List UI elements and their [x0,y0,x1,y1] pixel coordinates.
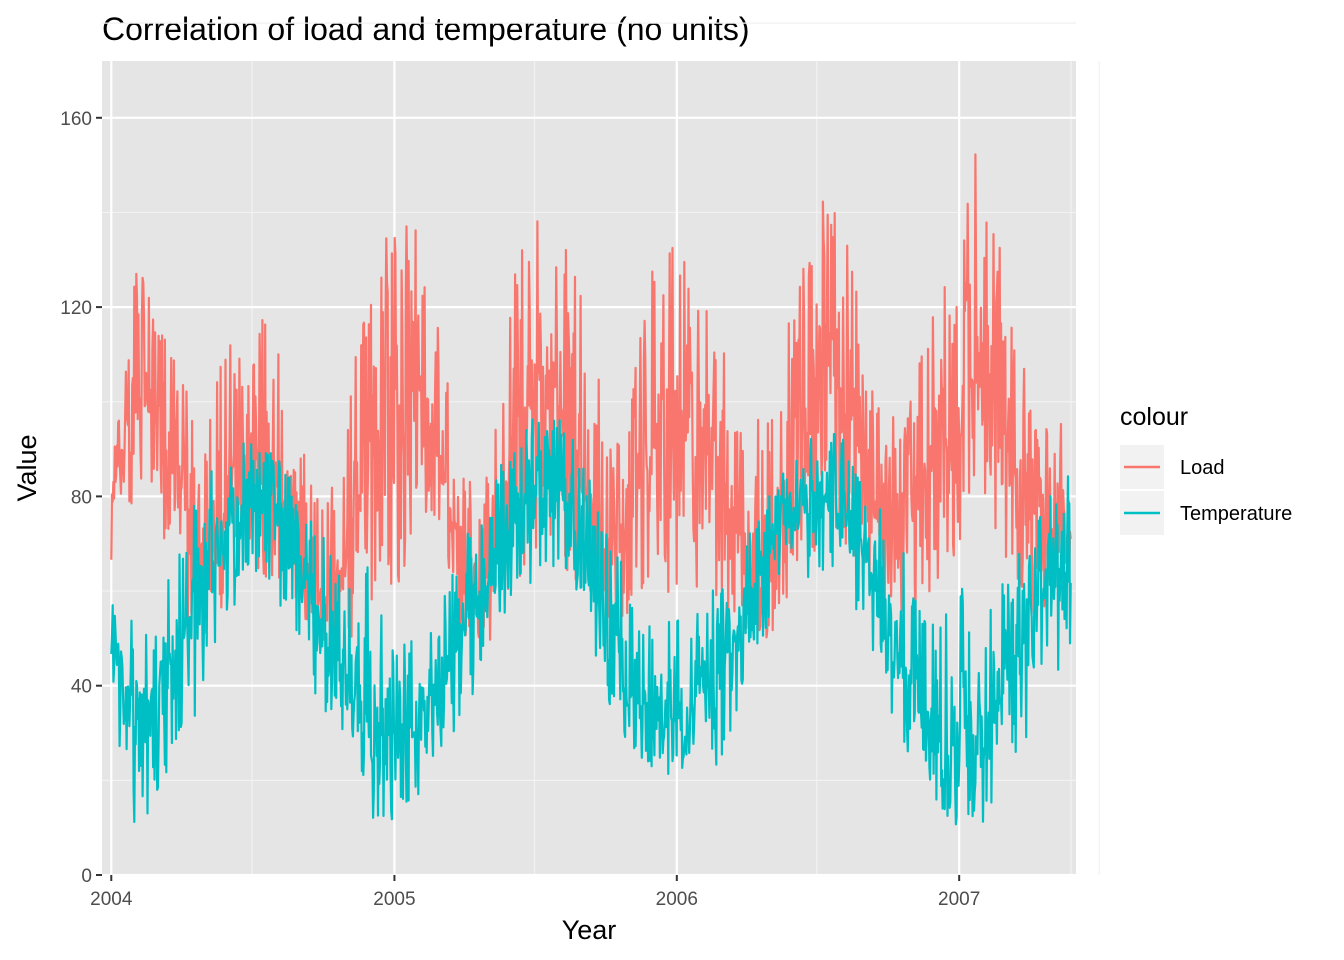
legend: colour Load Temperature [1120,403,1292,535]
y-axis-title: Value [12,434,42,501]
legend-title: colour [1120,403,1188,431]
x-tick-label: 2006 [656,889,698,910]
x-tick-label: 2007 [938,889,980,910]
y-tick-label: 80 [71,487,92,508]
y-tick-label: 0 [81,866,92,887]
series-lines [110,153,1072,826]
y-tick-label: 120 [60,298,92,319]
x-tick-label: 2004 [90,889,133,910]
y-tick-label: 160 [60,109,92,130]
legend-label-load: Load [1180,457,1225,479]
x-tick-label: 2005 [373,889,415,910]
chart-title: Correlation of load and temperature (no … [102,11,749,47]
series-line-load [110,153,1072,648]
legend-label-temperature: Temperature [1180,503,1292,525]
y-tick-label: 40 [71,677,92,698]
axes: 2004 2005 2006 2007 0 40 80 120 160 [60,109,980,910]
x-axis-title: Year [562,915,617,945]
series-line-temperature [110,418,1072,826]
